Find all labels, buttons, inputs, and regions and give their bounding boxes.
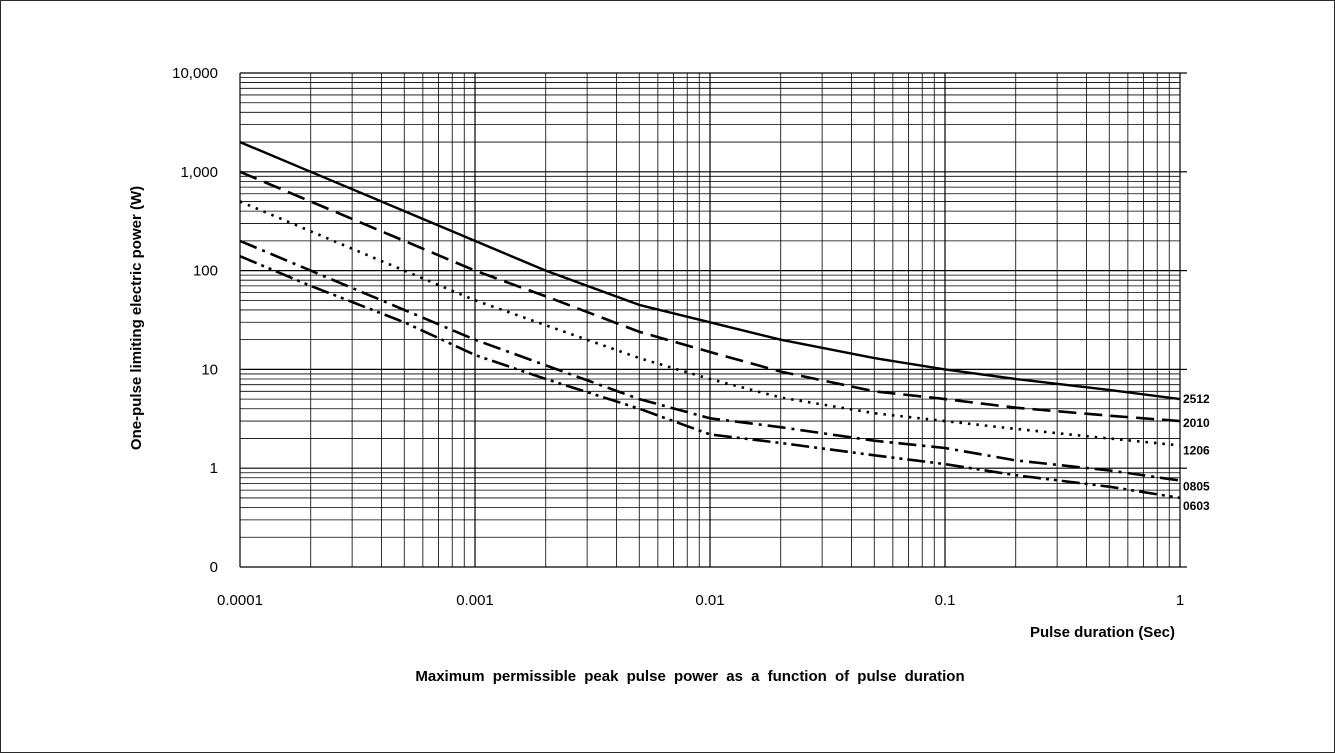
x-tick-label: 0.01 [695,592,724,609]
tick-labels: 0.0001 0.001 0.01 0.1 101101001,00010,000251… [172,65,1210,609]
series-label-2010: 2010 [1183,416,1210,430]
x-tick-label: 1 [1176,592,1184,609]
series-label-1206: 1206 [1183,443,1210,457]
series-line-2010 [239,170,1181,423]
grid-lines [239,72,1187,568]
y-tick-label: 0 [210,559,218,576]
y-tick-label: 10,000 [172,65,218,82]
series-lines [239,140,1181,500]
series-label-0603: 0603 [1183,499,1210,513]
series-line-2512 [239,140,1181,401]
x-tick-label: 0.1 [935,592,956,609]
chart-caption: Maximum permissible peak pulse power as … [415,668,964,685]
series-label-2512: 2512 [1183,392,1210,406]
y-tick-label: 1,000 [180,164,218,181]
y-tick-label: 10 [201,361,218,378]
y-tick-label: 1 [210,460,218,477]
series-label-0805: 0805 [1183,480,1210,494]
x-tick-label: 0.0001 [217,592,263,609]
series-line-1206 [239,200,1181,447]
y-axis-title: One-pulse limiting electric power (W) [128,186,145,450]
x-tick-label: 0.001 [456,592,494,609]
x-axis-title: Pulse duration (Sec) [1030,624,1175,641]
series-line-0805 [239,239,1181,482]
y-tick-label: 100 [193,263,218,280]
series-line-0603 [239,255,1181,500]
